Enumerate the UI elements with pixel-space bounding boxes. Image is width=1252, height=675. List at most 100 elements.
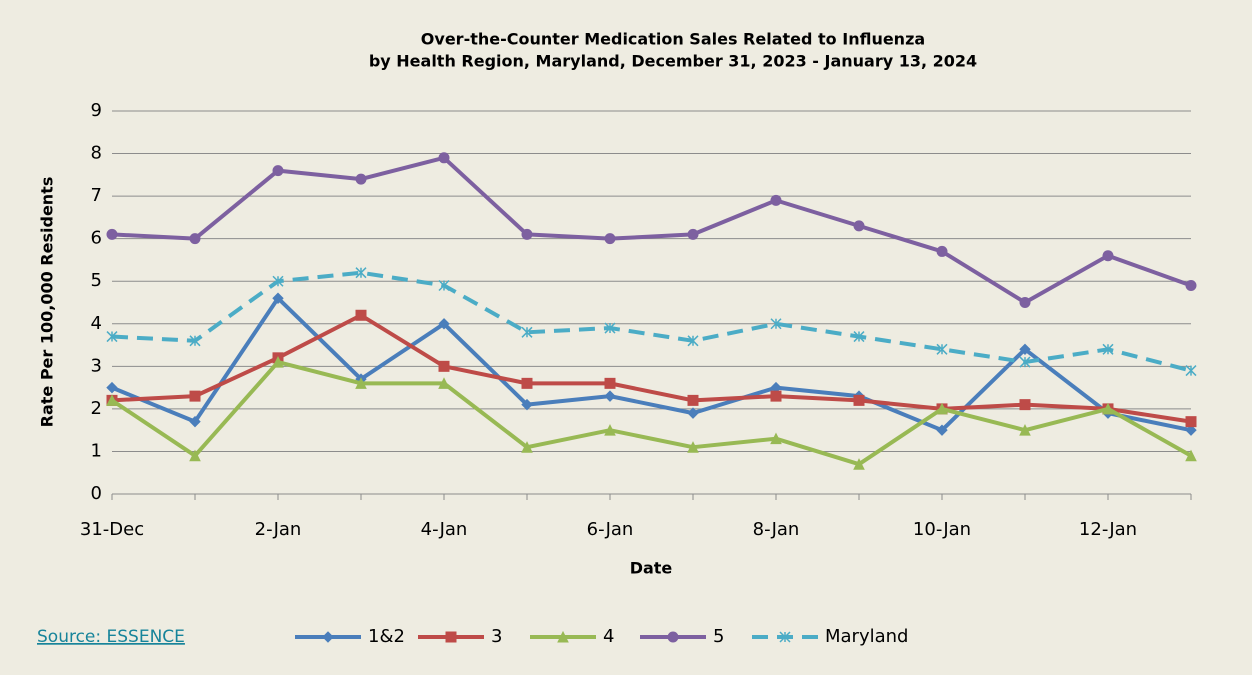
marker — [106, 331, 118, 343]
marker — [438, 152, 450, 164]
marker — [687, 441, 699, 453]
marker — [1185, 365, 1197, 377]
marker — [604, 424, 616, 436]
marker — [936, 245, 948, 257]
y-tick-label: 9 — [91, 100, 102, 121]
marker — [438, 377, 450, 389]
marker — [770, 390, 782, 402]
x-tick-label: 31-Dec — [80, 519, 144, 540]
marker — [770, 432, 782, 445]
marker — [1185, 416, 1197, 428]
marker — [272, 292, 284, 304]
series-line — [111, 155, 1192, 305]
marker — [687, 335, 699, 347]
legend-label: 3 — [491, 626, 502, 647]
series-line — [111, 313, 1192, 424]
marker — [1019, 297, 1031, 308]
y-tick-label: 8 — [91, 143, 102, 164]
legend-label: 5 — [713, 626, 724, 647]
marker — [687, 228, 699, 240]
marker — [1102, 402, 1114, 415]
marker — [687, 407, 699, 419]
marker — [355, 377, 367, 389]
series-line — [111, 296, 1192, 433]
marker — [936, 343, 948, 355]
marker — [438, 318, 450, 330]
marker — [322, 631, 334, 643]
marker — [604, 322, 616, 334]
series-line — [111, 270, 1192, 373]
marker — [521, 398, 533, 411]
marker — [272, 165, 284, 177]
marker — [770, 194, 782, 206]
x-tick-label: 2-Jan — [255, 519, 302, 540]
marker — [1185, 424, 1197, 436]
marker — [438, 279, 450, 292]
y-tick-label: 5 — [91, 270, 102, 291]
marker — [604, 377, 616, 389]
marker — [853, 394, 865, 406]
x-tick-label: 8-Jan — [753, 519, 800, 540]
y-tick-label: 2 — [91, 398, 102, 419]
legend-label: 1&2 — [368, 626, 405, 647]
marker — [521, 377, 533, 389]
y-axis-label: Rate Per 100,000 Residents — [38, 177, 57, 428]
marker — [445, 631, 457, 643]
marker — [106, 228, 118, 240]
marker — [853, 458, 865, 470]
legend-label: 4 — [603, 626, 614, 647]
marker — [189, 233, 201, 245]
marker — [189, 335, 201, 347]
marker — [779, 631, 791, 643]
marker — [853, 220, 865, 232]
marker — [272, 275, 284, 287]
marker — [355, 267, 367, 279]
y-tick-label: 0 — [91, 483, 102, 504]
source-link[interactable]: Source: ESSENCE — [37, 627, 185, 647]
y-tick-label: 7 — [91, 185, 102, 206]
y-tick-label: 4 — [91, 313, 102, 334]
x-axis-label: Date — [630, 559, 673, 578]
marker — [667, 631, 679, 643]
marker — [853, 331, 865, 343]
series-line — [110, 360, 1192, 467]
marker — [1185, 449, 1197, 462]
x-tick-label: 4-Jan — [421, 519, 468, 540]
marker — [1102, 250, 1114, 262]
marker — [438, 360, 450, 372]
chart-title: Over-the-Counter Medication Sales Relate… — [421, 30, 925, 49]
marker — [1185, 279, 1197, 291]
marker — [521, 228, 533, 240]
marker — [189, 390, 201, 402]
marker — [557, 630, 569, 643]
legend-label: Maryland — [825, 626, 908, 647]
marker — [770, 318, 782, 330]
marker — [604, 390, 616, 402]
marker — [604, 233, 616, 245]
chart-title: by Health Region, Maryland, December 31,… — [369, 52, 977, 71]
marker — [521, 326, 533, 338]
x-tick-label: 6-Jan — [587, 519, 634, 540]
marker — [936, 424, 948, 436]
y-tick-label: 6 — [91, 228, 102, 249]
marker — [1019, 399, 1031, 411]
marker — [521, 441, 533, 453]
marker — [106, 394, 118, 406]
marker — [189, 449, 201, 462]
y-tick-label: 3 — [91, 355, 102, 376]
marker — [355, 309, 367, 321]
x-tick-label: 10-Jan — [913, 519, 971, 540]
marker — [687, 394, 699, 406]
marker — [272, 355, 284, 368]
marker — [936, 402, 948, 415]
marker — [1102, 343, 1114, 355]
marker — [106, 381, 118, 394]
x-tick-label: 12-Jan — [1079, 519, 1137, 540]
marker — [1019, 424, 1031, 436]
marker — [189, 415, 201, 428]
marker — [1019, 356, 1031, 368]
y-tick-label: 1 — [91, 440, 102, 461]
